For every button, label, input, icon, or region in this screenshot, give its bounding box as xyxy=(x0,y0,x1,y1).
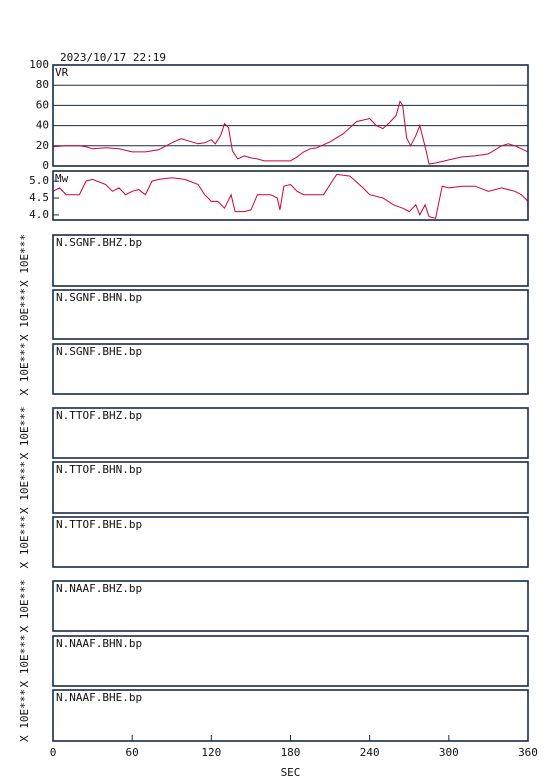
y-tick-label: 100 xyxy=(29,58,49,71)
scale-label: X 10E*** xyxy=(18,407,31,460)
y-tick-label: 4.5 xyxy=(29,191,49,204)
station-label: N.SGNF.BHZ.bp xyxy=(56,236,142,249)
y-tick-label: 0 xyxy=(42,159,49,172)
panel-frame xyxy=(52,64,529,167)
y-axis-label: Mw xyxy=(55,172,69,185)
waveform-frame xyxy=(52,234,529,287)
y-tick-label: 4.0 xyxy=(29,208,49,221)
station-label: N.SGNF.BHE.bp xyxy=(56,345,142,358)
x-axis-label: SEC xyxy=(281,766,301,779)
station-label: N.NAAF.BHZ.bp xyxy=(56,582,142,595)
y-tick-label: 60 xyxy=(36,98,49,111)
waveform-frame xyxy=(52,516,529,568)
scale-label: X 10E*** xyxy=(18,689,31,742)
station-label: N.TTOF.BHN.bp xyxy=(56,463,142,476)
waveform-frame xyxy=(52,580,529,632)
x-tick-label: 360 xyxy=(518,746,538,759)
data-line xyxy=(52,173,529,219)
station-label: N.NAAF.BHE.bp xyxy=(56,691,142,704)
scale-label: X 10E*** xyxy=(18,580,31,633)
figure-title: 2023/10/17 22:19 xyxy=(60,51,166,64)
x-tick-label: 60 xyxy=(126,746,139,759)
data-line xyxy=(52,100,529,165)
waveform-frame xyxy=(52,289,529,340)
scale-label: X 10E*** xyxy=(18,516,31,569)
station-label: N.TTOF.BHZ.bp xyxy=(56,409,142,422)
x-tick-label: 0 xyxy=(50,746,57,759)
y-tick-label: 40 xyxy=(36,119,49,132)
scale-label: X 10E*** xyxy=(18,635,31,688)
x-tick-label: 240 xyxy=(360,746,380,759)
waveform-frame xyxy=(52,461,529,514)
y-tick-label: 80 xyxy=(36,78,49,91)
waveform-frame xyxy=(52,407,529,459)
station-label: N.SGNF.BHN.bp xyxy=(56,291,142,304)
waveform-frame xyxy=(52,343,529,395)
scale-label: X 10E*** xyxy=(18,461,31,514)
scale-label: X 10E*** xyxy=(18,234,31,287)
station-label: N.NAAF.BHN.bp xyxy=(56,637,142,650)
y-axis-label: VR xyxy=(55,66,69,79)
waveform-frame xyxy=(52,635,529,687)
station-label: N.TTOF.BHE.bp xyxy=(56,518,142,531)
scale-label: X 10E*** xyxy=(18,343,31,396)
x-tick-label: 180 xyxy=(281,746,301,759)
panel-frame xyxy=(52,170,529,221)
scale-label: X 10E*** xyxy=(18,288,31,341)
x-tick-label: 120 xyxy=(201,746,221,759)
y-tick-label: 5.0 xyxy=(29,174,49,187)
x-tick-label: 300 xyxy=(439,746,459,759)
y-tick-label: 20 xyxy=(36,139,49,152)
